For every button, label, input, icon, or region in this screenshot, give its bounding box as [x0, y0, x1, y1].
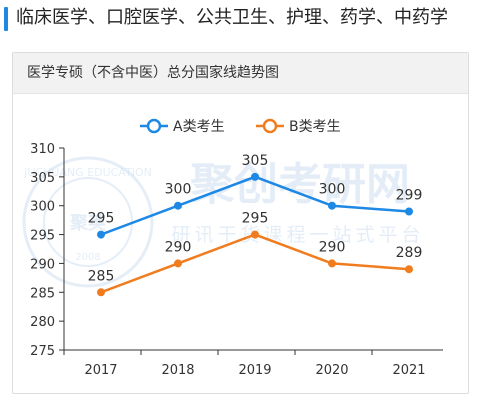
chart-data-labels: 295 300 305 300 299 285 290 295 290 289 — [88, 153, 423, 284]
watermark-seal-ring — [22, 156, 154, 288]
watermark-seal-top: JUCHUANG EDUCATION — [23, 166, 152, 179]
section-header: 临床医学、口腔医学、公共卫生、护理、药学、中药学 — [0, 0, 477, 40]
data-point — [328, 201, 336, 210]
data-point — [405, 207, 413, 216]
y-tick-label: 275 — [30, 344, 55, 359]
data-label: 289 — [396, 245, 423, 261]
chart-series — [97, 172, 413, 297]
data-point — [174, 201, 182, 210]
x-tick-label: 2019 — [238, 363, 271, 378]
watermark-seal-center: 聚英 — [69, 212, 107, 234]
y-tick-label: 285 — [30, 286, 55, 301]
data-point — [97, 230, 105, 239]
data-point — [328, 259, 336, 268]
data-label: 295 — [88, 211, 115, 227]
chart-axes: 275 280 285 290 295 300 305 310 2017 2018 2019 2020… — [30, 142, 443, 378]
y-tick-label: 300 — [30, 200, 55, 215]
data-point — [251, 172, 259, 181]
data-label: 285 — [88, 268, 115, 284]
chart-card-header: 医学专硕（不含中医）总分国家线趋势图 — [13, 53, 468, 94]
x-tick-label: 2021 — [392, 363, 425, 378]
x-tick-label: 2018 — [161, 363, 194, 378]
data-label: 290 — [165, 239, 192, 255]
chart-card: 医学专硕（不含中医）总分国家线趋势图 — [12, 52, 469, 394]
y-tick-label: 280 — [30, 315, 55, 330]
data-point — [251, 230, 259, 239]
header-accent-bar — [4, 7, 8, 31]
data-label: 305 — [242, 153, 269, 169]
data-label: 300 — [319, 182, 346, 198]
y-tick-label: 305 — [30, 171, 55, 186]
legend-marker-b — [262, 118, 278, 134]
legend-marker-a — [146, 118, 162, 134]
watermark-seal-year: 2008 — [75, 252, 100, 263]
watermark-brand: 聚创考研网 — [189, 159, 410, 210]
data-label: 300 — [165, 182, 192, 198]
data-label: 299 — [396, 187, 423, 203]
x-tick-label: 2020 — [315, 363, 348, 378]
watermark: JUCHUANG EDUCATION 聚英 2008 聚创考研网 研讯干货课程一… — [22, 156, 424, 288]
y-tick-label: 310 — [30, 142, 55, 157]
chart-title: 医学专硕（不含中医）总分国家线趋势图 — [27, 65, 279, 81]
header-title: 临床医学、口腔医学、公共卫生、护理、药学、中药学 — [16, 7, 448, 28]
data-point — [97, 288, 105, 297]
y-tick-label: 290 — [30, 257, 55, 272]
data-label: 295 — [242, 211, 269, 227]
data-point — [174, 259, 182, 268]
legend-label-b: B类考生 — [289, 119, 341, 135]
data-point — [405, 265, 413, 274]
x-tick-label: 2017 — [84, 363, 117, 378]
legend-label-a: A类考生 — [173, 119, 225, 135]
y-tick-label: 295 — [30, 229, 55, 244]
data-label: 290 — [319, 239, 346, 255]
chart-legend: A类考生 B类考生 — [140, 118, 341, 135]
watermark-slogan: 研讯干货课程一站式平台 — [171, 224, 424, 246]
